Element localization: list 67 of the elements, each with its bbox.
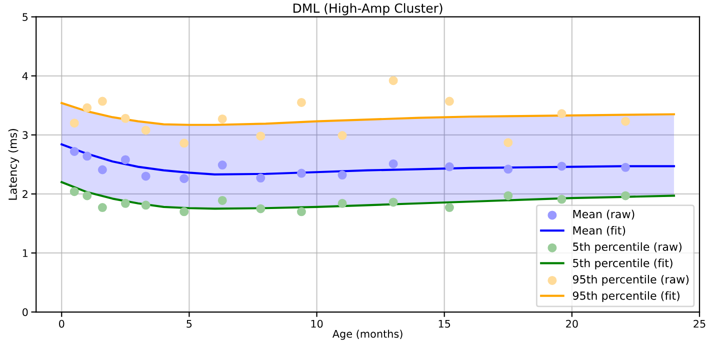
legend-label: Mean (raw) [573,210,634,220]
point [98,165,107,174]
line-series [60,102,676,126]
point [444,203,454,212]
y-tick-label: 1 [22,249,28,257]
point [504,164,513,174]
point [256,204,266,214]
x-tick-label: 15 [438,320,450,328]
y-tick-label: 3 [22,131,28,140]
point [338,170,347,180]
point [70,118,79,128]
y-axis-title: Latency (ms) [8,129,20,200]
point [296,168,306,178]
point [388,198,398,207]
point [98,96,107,106]
x-tick-label: 10 [311,320,323,328]
point [218,160,227,170]
y-tick-label: 4 [22,72,28,80]
x-tick-label: 25 [694,320,706,328]
point [218,114,227,124]
x-tick-label: 0 [58,320,64,328]
point [388,76,398,86]
point [444,162,454,172]
point [82,103,92,112]
y-tick-label: 0 [22,308,28,316]
point [388,159,398,168]
legend-label: Mean (fit) [573,226,626,236]
point [70,146,79,156]
chart-title: DML (High-Amp Cluster) [294,3,442,16]
x-tick-label: 20 [566,320,578,328]
point [621,162,630,172]
point [557,194,566,204]
y-tick-label: 2 [22,190,28,198]
point [120,155,130,164]
point [218,196,227,205]
point [180,174,189,184]
x-axis-title: Age (months) [332,330,402,340]
y-tick-label: 5 [22,13,28,21]
point [82,152,92,161]
legend-label: 95th percentile (raw) [572,274,689,286]
point [120,114,130,123]
legend-label: 5th percentile (raw) [573,242,682,254]
legend-label: 95th percentile (fit) [572,291,680,302]
point [296,98,306,107]
point [141,200,150,210]
point [141,172,150,181]
point [98,203,107,212]
point [338,131,347,140]
point [504,191,513,200]
x-tick-label: 5 [186,320,192,328]
point [82,191,92,200]
point [120,198,130,208]
point [180,138,189,148]
point [621,191,630,200]
point [504,138,513,148]
point [557,109,566,118]
point [621,116,630,126]
point [180,207,189,216]
legend-label: 5th percentile (fit) [573,258,672,270]
point [296,207,306,216]
point [557,162,566,171]
point [338,198,347,208]
point [70,187,79,196]
point [256,132,266,141]
point [141,126,150,135]
point [444,96,454,106]
point [256,174,266,183]
